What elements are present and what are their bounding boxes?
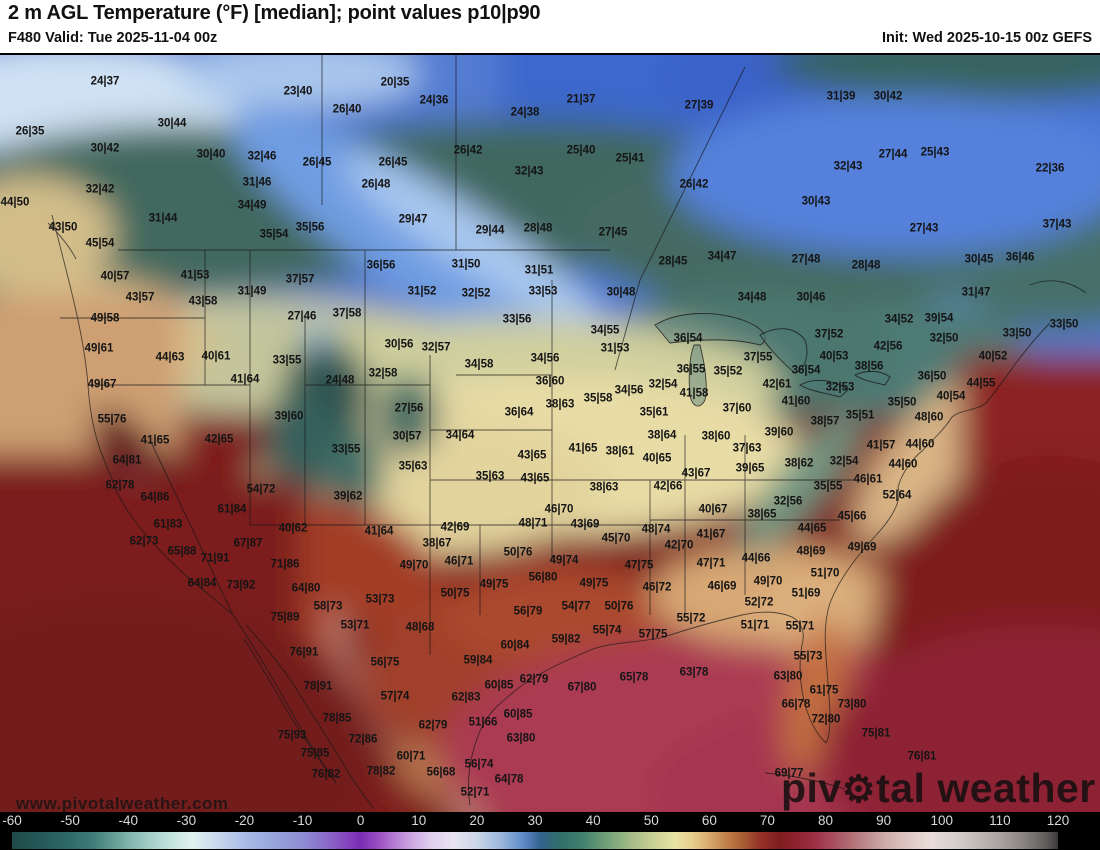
- map-canvas[interactable]: [0, 55, 1100, 812]
- colorbar-tick-label: 20: [469, 813, 485, 828]
- map-header: 2 m AGL Temperature (°F) [median]; point…: [0, 0, 1100, 55]
- colorbar-ticks: -60 -50 -40 -30 -20 -10 0 10 20 30 40 50 60 70 80 90 100…: [0, 813, 1100, 829]
- pivotal-weather-logo: piv⚙tal weather: [781, 768, 1096, 809]
- colorbar-tick-label: 120: [1046, 813, 1070, 828]
- colorbar-tick-label: 70: [759, 813, 775, 828]
- temperature-shading: [0, 55, 1100, 812]
- colorbar-tick-label: -60: [2, 813, 22, 828]
- map-borders: [47, 55, 1087, 810]
- logo-text-pre: piv: [781, 765, 842, 811]
- colorbar-tick-label: 60: [701, 813, 717, 828]
- colorbar-tick-label: 30: [527, 813, 543, 828]
- colorbar-tick-label: 80: [818, 813, 834, 828]
- colorbar-tick-label: 0: [356, 813, 365, 828]
- colorbar-tick-label: 110: [989, 813, 1011, 828]
- colorbar-tick-label: 10: [411, 813, 427, 828]
- temperature-field-svg: [0, 55, 1100, 812]
- colorbar-gradient: [12, 832, 1058, 849]
- init-time: Init: Wed 2025-10-15 00z GEFS: [881, 30, 1092, 46]
- valid-time: F480 Valid: Tue 2025-11-04 00z: [8, 30, 218, 46]
- great-lakes: [654, 313, 891, 407]
- colorbar-tick-label: -10: [292, 813, 313, 828]
- colorbar-tick-label: -50: [60, 813, 80, 828]
- colorbar-tick-label: -40: [118, 813, 138, 828]
- logo-text-post: tal weather: [876, 765, 1096, 811]
- colorbar-tick-label: 90: [876, 813, 892, 828]
- watermark: www.pivotalweather.com: [16, 794, 229, 813]
- map-title: 2 m AGL Temperature (°F) [median]; point…: [8, 2, 541, 24]
- colorbar: -60 -50 -40 -30 -20 -10 0 10 20 30 40 50 60 70 80 90 100…: [0, 812, 1100, 850]
- colorbar-tick-label: -20: [234, 813, 255, 828]
- colorbar-tick-label: 50: [643, 813, 659, 828]
- colorbar-tick-label: 100: [930, 813, 954, 828]
- colorbar-tick-label: 40: [585, 813, 601, 828]
- gear-icon: ⚙: [841, 768, 877, 810]
- colorbar-tick-label: -30: [176, 813, 197, 828]
